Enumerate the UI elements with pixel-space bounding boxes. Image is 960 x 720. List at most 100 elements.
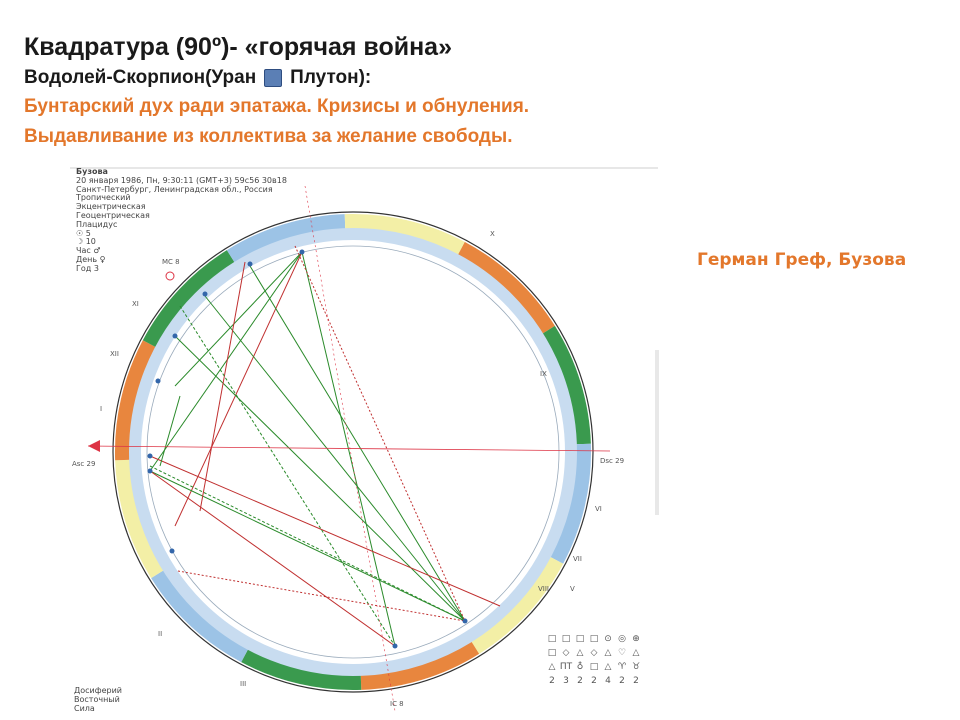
mc-ic-axis [304,185,396,712]
aspect-line-green [159,395,181,467]
planet-marker [155,378,161,384]
house-label: VI [595,505,602,513]
house-label: MC 8 [162,258,180,266]
zodiac-segment [344,213,465,257]
grid-symbol: 3 [563,676,569,686]
screenshot-edge [655,350,659,515]
grid-symbol: ПТ [559,662,573,672]
zodiac-segment [115,459,165,579]
aspect-line-red [149,455,501,607]
grid-symbol: ♈ [617,662,627,672]
grid-symbol: ◎ [618,634,626,644]
zodiac-segment [142,250,236,348]
grid-symbol: ⊙ [604,634,612,644]
square-aspect-icon [264,69,283,87]
grid-symbol: △ [604,648,612,658]
legend-line: Восточный [74,695,120,704]
grid-symbol: □ [547,648,557,658]
info-line: Год 3 [76,263,99,273]
description-line-1: Бунтарский дух ради эпатажа. Кризисы и о… [24,96,530,117]
planet-marker [147,468,153,474]
grid-symbol: □ [589,662,599,672]
info-line: Плацидус [76,219,118,229]
bottom-legend: Досиферий Восточный Сила [74,686,122,713]
mc-marker-icon [165,271,175,281]
slide-title: Квадратура (90º)- «горячая война» [24,33,452,61]
house-label: Asc 29 [72,460,95,468]
planet-marker [299,249,305,255]
grid-symbol: 2 [591,676,597,686]
zodiac-segment [541,325,591,445]
grid-symbol: 2 [577,676,583,686]
info-line: Экцентрическая [76,202,146,212]
grid-symbol: □ [575,634,585,644]
asc-dsc-axis [87,445,611,452]
legend-line: Сила [74,704,95,713]
planet-marker [462,618,468,624]
house-label: III [240,680,246,688]
house-label: V [570,585,575,593]
grid-symbol: △ [576,648,584,658]
house-label: II [158,630,162,638]
grid-symbol: □ [589,634,599,644]
info-line: ☽ 10 [76,237,96,247]
aspect-line-red [149,470,396,647]
house-label: IX [540,370,547,378]
grid-symbol: ◇ [590,648,598,658]
planet-marker [172,333,178,339]
aspect-line-green [204,295,466,622]
info-line: День ♀ [76,254,106,264]
house-label: X [490,230,495,238]
aspect-lines [149,245,501,647]
zodiac-segment [548,443,592,564]
zodiac-segment [151,569,249,663]
info-line: 20 января 1986, Пн, 9:30:11 (GMT+3) 59с5… [76,175,287,185]
aspect-line-green-dashed [179,305,396,647]
info-line: Час ♂ [76,246,101,256]
inner-circle [146,245,560,659]
zodiac-ring [114,213,592,691]
house-label: XII [110,350,119,358]
planet-marker [392,643,398,649]
grid-symbol: ⊕ [632,634,640,644]
chart-info-block: Бузова 20 января 1986, Пн, 9:30:11 (GMT+… [76,167,287,274]
house-label: IC 8 [390,700,404,708]
aspect-line-red [199,261,246,512]
planet-marker [247,261,253,267]
grid-symbol: ◇ [562,648,570,658]
slide-subtitle: Водолей-Скорпион(Уран Плутон): [24,64,924,92]
natal-chart: Asc 29 Dsc 29 MC 8 IC 8 XI XII II III V VI VII VIII… [70,166,660,718]
grid-symbol: ♡ [617,648,627,658]
aspect-line-green [174,251,303,387]
outer-circle [112,211,594,693]
house-label: XI [132,300,139,308]
asc-arrow-icon [88,440,100,452]
house-label: VII [573,555,582,563]
zodiac-segment [470,556,564,654]
grid-symbol: 2 [619,676,625,686]
aspect-line-red-dashed [294,245,466,622]
house-label: VIII [538,585,549,593]
info-line: Санкт-Петербург, Ленинградская обл., Рос… [76,184,273,194]
grid-symbol: △ [632,648,640,658]
grid-symbol: ♁ [576,662,584,672]
aspect-line-red [174,251,303,527]
info-line: Геоцентрическая [76,210,150,220]
planet-marker [202,291,208,297]
grid-symbol: △ [604,662,612,672]
planet-markers [147,249,468,649]
zodiac-segment [241,647,362,691]
grid-symbol: 2 [549,676,555,686]
subtitle-right: Плутон): [290,67,372,88]
grid-symbol: □ [547,634,557,644]
aspect-line-green-dashed [149,465,466,622]
grid-symbol: 2 [633,676,639,686]
subtitle-left: Водолей-Скорпион(Уран [24,67,257,88]
people-caption: Герман Греф, Бузова [697,250,907,270]
grid-symbol: ♉ [631,662,641,672]
info-line: Тропический [76,193,131,203]
aspect-line-green [149,251,303,472]
aspect-symbol-grid: □ □ □ □ ⊙ ◎ ⊕ □ ◇ △ ◇ △ ♡ △ △ ПТ ♁ □ △ ♈ ♉ 2 3 2 2 4 2 2 [545,634,643,686]
